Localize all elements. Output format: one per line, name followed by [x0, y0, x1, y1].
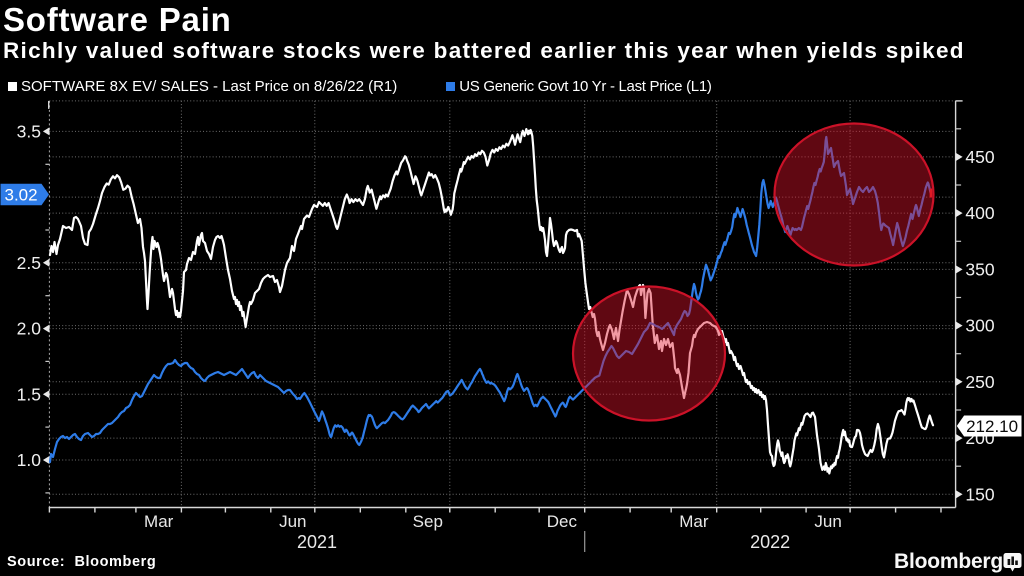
svg-text:Mar: Mar — [144, 512, 174, 531]
svg-text:Jun: Jun — [814, 512, 841, 531]
svg-text:Sep: Sep — [413, 512, 443, 531]
svg-text:Mar: Mar — [679, 512, 709, 531]
svg-text:3.5: 3.5 — [17, 121, 41, 141]
svg-text:350: 350 — [965, 259, 994, 279]
svg-text:2.0: 2.0 — [17, 319, 42, 339]
svg-text:250: 250 — [965, 372, 994, 392]
svg-text:3.02: 3.02 — [5, 186, 38, 205]
svg-text:2021: 2021 — [297, 532, 337, 552]
svg-text:212.10: 212.10 — [966, 417, 1018, 436]
svg-text:Jun: Jun — [279, 512, 306, 531]
svg-text:300: 300 — [965, 316, 994, 336]
svg-text:400: 400 — [965, 203, 994, 223]
svg-text:Dec: Dec — [547, 512, 578, 531]
svg-text:1.5: 1.5 — [17, 384, 41, 404]
svg-text:2.5: 2.5 — [17, 253, 41, 273]
svg-text:450: 450 — [965, 147, 994, 167]
svg-text:1.0: 1.0 — [17, 450, 42, 470]
svg-text:150: 150 — [965, 484, 994, 504]
svg-text:2022: 2022 — [750, 532, 790, 552]
